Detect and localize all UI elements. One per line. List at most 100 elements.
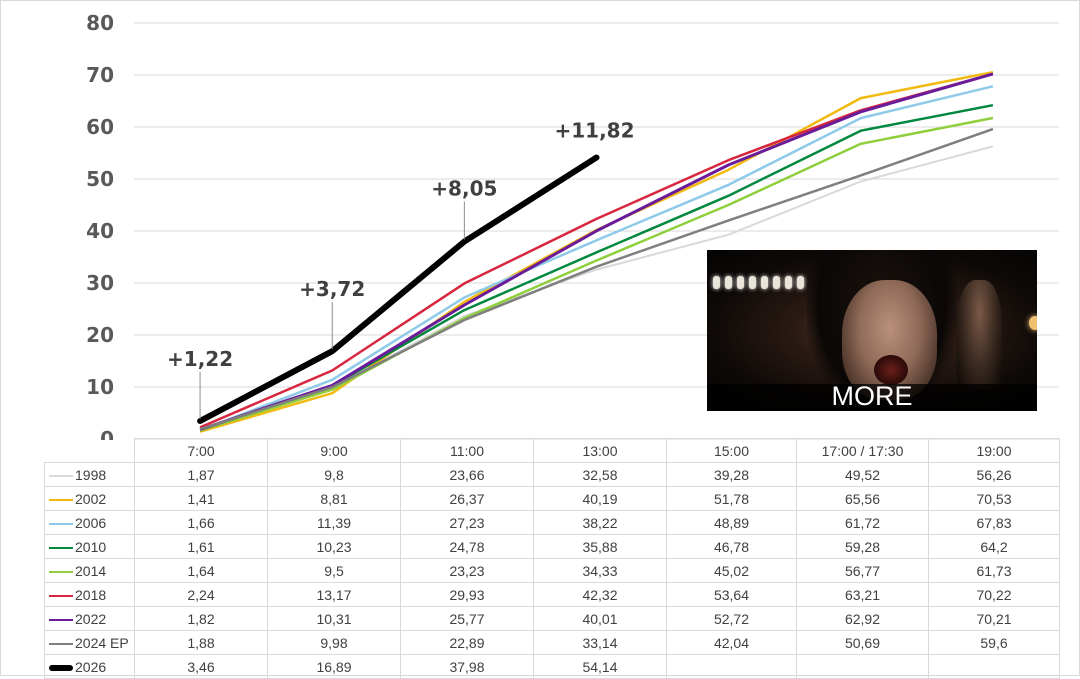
- data-label: 9,5: [267, 558, 401, 583]
- x-tick-label: 15:00: [666, 438, 797, 463]
- y-tick-label: 30: [86, 271, 114, 295]
- data-label: 2,24: [134, 582, 268, 607]
- legend-key: [49, 618, 73, 622]
- data-label: 16,89: [267, 654, 401, 679]
- legend-label: 1998: [75, 466, 107, 483]
- annotation-label: +1,22: [167, 347, 233, 371]
- legend-key: [49, 522, 73, 525]
- data-table: 7:00 9:00 11:00 13:00 15:00 17:00 / 17:30 19:0…: [44, 438, 1060, 679]
- legend-label: 2014: [75, 562, 107, 579]
- data-label: 35,88: [533, 534, 667, 559]
- series-line-2014: [199, 116, 994, 432]
- table-row: 2006 1,66 11,39 27,23 38,22 48,89 61,72 67,83: [44, 510, 1060, 535]
- x-tick-label: 19:00: [928, 438, 1060, 463]
- series-line-2022: [199, 72, 994, 431]
- data-label: 1,82: [134, 606, 268, 631]
- meme-caption: MORE: [831, 381, 913, 411]
- table-row: 1998 1,87 9,8 23,66 32,58 39,28 49,52 56,26: [44, 462, 1060, 487]
- data-label: 64,2: [928, 534, 1060, 559]
- data-label: 27,23: [400, 510, 534, 535]
- line-chart: 0 10 20 30 40 50 60 70 80 +1,22 +3,72 +8,05 +11,82: [86, 11, 1059, 440]
- data-label: 70,22: [928, 582, 1060, 607]
- data-label: 52,72: [666, 606, 797, 631]
- data-label: 39,28: [666, 462, 797, 487]
- legend-key: [49, 594, 73, 597]
- legend-key: [49, 665, 73, 671]
- y-tick-label: 70: [86, 63, 114, 87]
- data-label: 10,31: [267, 606, 401, 631]
- legend-label: 2018: [75, 586, 107, 603]
- data-label: 9,8: [267, 462, 401, 487]
- data-label: 26,37: [400, 486, 534, 511]
- legend-key: [49, 570, 73, 573]
- data-label: 1,87: [134, 462, 268, 487]
- x-tick-label: 9:00: [267, 438, 401, 463]
- y-tick-label: 0: [100, 427, 114, 440]
- data-label: 56,26: [928, 462, 1060, 487]
- data-label: 40,19: [533, 486, 667, 511]
- table-row: 2014 1,64 9,5 23,23 34,33 45,02 56,77 61,73: [44, 558, 1060, 583]
- data-label: 70,21: [928, 606, 1060, 631]
- annotations: +1,22 +3,72 +8,05 +11,82: [167, 118, 635, 420]
- legend-label: 2022: [75, 610, 107, 627]
- data-label: 13,17: [267, 582, 401, 607]
- legend-entry: 2002: [44, 486, 135, 511]
- y-tick-label: 80: [86, 11, 114, 35]
- data-label: 42,04: [666, 630, 797, 655]
- legend-key: [49, 474, 73, 477]
- data-label: 3,46: [134, 654, 268, 679]
- x-tick-label: 17:00 / 17:30: [796, 438, 929, 463]
- y-tick-label: 20: [86, 323, 114, 347]
- side-light: [1029, 316, 1037, 330]
- data-label: 59,28: [796, 534, 929, 559]
- data-label: 23,23: [400, 558, 534, 583]
- data-label: 63,21: [796, 582, 929, 607]
- data-label: 45,02: [666, 558, 797, 583]
- data-label: 61,72: [796, 510, 929, 535]
- legend-entry: 2018: [44, 582, 135, 607]
- y-axis-ticks: 0 10 20 30 40 50 60 70 80: [86, 11, 114, 440]
- x-tick-label: 13:00: [533, 438, 667, 463]
- table-corner: [44, 438, 135, 463]
- table-row: 2018 2,24 13,17 29,93 42,32 53,64 63,21 70,22: [44, 582, 1060, 607]
- data-label: 11,39: [267, 510, 401, 535]
- legend-entry: 2026: [44, 654, 135, 679]
- open-mouth: [874, 355, 908, 385]
- x-tick-label: 11:00: [400, 438, 534, 463]
- legend-entry: 2022: [44, 606, 135, 631]
- data-label: 54,14: [533, 654, 667, 679]
- background-figure: [957, 280, 1002, 390]
- data-label: 40,01: [533, 606, 667, 631]
- series-line-2026: [197, 154, 600, 424]
- legend-entry: 2010: [44, 534, 135, 559]
- data-label: 29,93: [400, 582, 534, 607]
- legend-key: [49, 642, 73, 645]
- y-tick-label: 10: [86, 375, 114, 399]
- annotation-label: +11,82: [554, 118, 634, 142]
- data-label: 70,53: [928, 486, 1060, 511]
- y-tick-label: 50: [86, 167, 114, 191]
- data-label: 24,78: [400, 534, 534, 559]
- data-label: 51,78: [666, 486, 797, 511]
- table-row: 2022 1,82 10,31 25,77 40,01 52,72 62,92 70,21: [44, 606, 1060, 631]
- data-label: 1,66: [134, 510, 268, 535]
- legend-label: 2002: [75, 490, 107, 507]
- data-label: 33,14: [533, 630, 667, 655]
- data-label: 1,61: [134, 534, 268, 559]
- data-label: 42,32: [533, 582, 667, 607]
- data-label: 53,64: [666, 582, 797, 607]
- background-lights: [713, 276, 804, 289]
- data-label: 50,69: [796, 630, 929, 655]
- table-row: 2026 3,46 16,89 37,98 54,14: [44, 654, 1060, 679]
- data-label: 1,41: [134, 486, 268, 511]
- data-label: 49,52: [796, 462, 929, 487]
- table-header-row: 7:00 9:00 11:00 13:00 15:00 17:00 / 17:30 19:0…: [44, 438, 1060, 463]
- data-label: [928, 654, 1060, 679]
- data-label: 22,89: [400, 630, 534, 655]
- x-tick-label: 7:00: [134, 438, 268, 463]
- data-label: 48,89: [666, 510, 797, 535]
- data-label: 67,83: [928, 510, 1060, 535]
- series-line-2006: [199, 85, 994, 432]
- data-label: 1,88: [134, 630, 268, 655]
- series-lines: [197, 70, 994, 433]
